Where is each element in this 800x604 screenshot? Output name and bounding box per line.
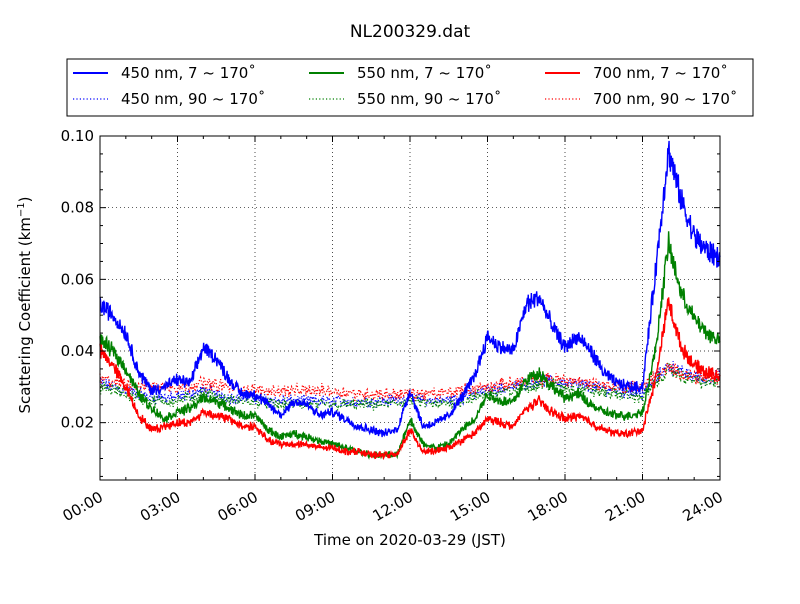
chart-title: NL200329.dat xyxy=(350,22,471,42)
series-line-700-nm-7-170 xyxy=(99,297,721,461)
legend-label: 450 nm, 7 ~ 170˚ xyxy=(121,64,256,82)
series-line-550-nm-7-170 xyxy=(99,231,721,460)
y-tick-label: 0.08 xyxy=(61,199,94,217)
legend-label: 450 nm, 90 ~ 170˚ xyxy=(121,90,265,108)
legend: 450 nm, 7 ~ 170˚ 450 nm, 90 ~ 170˚ 550 nm,… xyxy=(66,58,754,117)
y-axis-label-sup: −1 xyxy=(16,202,27,217)
legend-label: 700 nm, 90 ~ 170˚ xyxy=(593,90,737,108)
y-tick-label: 0.06 xyxy=(61,270,94,288)
x-axis-label: Time on 2020-03-29 (JST) xyxy=(313,531,506,549)
y-axis-label-main: Scattering Coefficient (km xyxy=(16,217,34,413)
grid xyxy=(100,136,720,480)
y-tick-label: 0.04 xyxy=(61,342,94,360)
legend-label: 700 nm, 7 ~ 170˚ xyxy=(593,64,728,82)
series-line-550-nm-90-170 xyxy=(99,361,721,411)
y-axis-label: Scattering Coefficient (km−1) xyxy=(16,196,34,413)
y-tick-label: 0.10 xyxy=(61,127,94,145)
legend-label: 550 nm, 90 ~ 170˚ xyxy=(357,90,501,108)
legend-box xyxy=(66,58,754,117)
series-layer xyxy=(99,140,721,461)
series-line-450-nm-7-170 xyxy=(99,140,721,438)
y-tick-label: 0.02 xyxy=(61,414,94,432)
plot-area: 00:00 03:00 06:00 09:00 12:00 15:00 18:00 21:00… xyxy=(60,127,726,525)
legend-label: 550 nm, 7 ~ 170˚ xyxy=(357,64,492,82)
y-axis-label-close: ) xyxy=(16,196,34,202)
